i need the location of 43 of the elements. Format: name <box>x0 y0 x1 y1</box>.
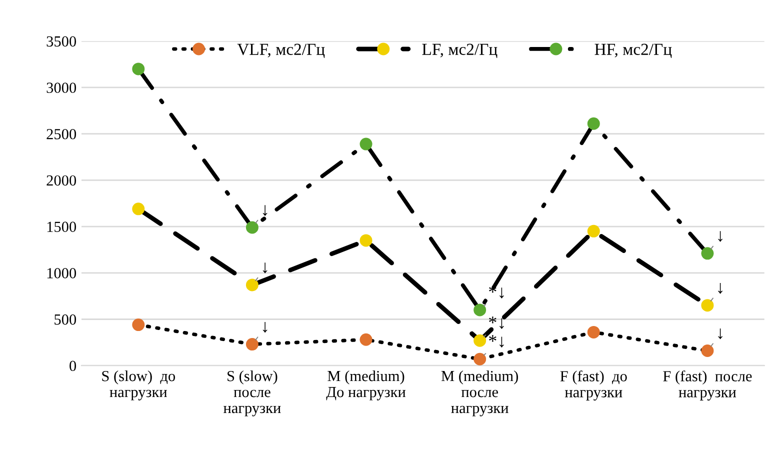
point <box>474 334 486 347</box>
legend-label: VLF, мс2/Гц <box>237 44 325 58</box>
y-tick-label: 2000 <box>46 175 76 186</box>
x-tick-label: F (fast) до нагрузки <box>560 370 627 400</box>
point <box>360 234 372 247</box>
annotation: ↓ <box>718 328 722 340</box>
point <box>360 333 372 346</box>
y-tick-label: 1500 <box>47 222 76 232</box>
point <box>701 299 714 312</box>
annotation: ↓ <box>262 322 268 333</box>
y-tick-label: 500 <box>54 314 76 325</box>
annotation: ↓ <box>262 205 268 216</box>
point <box>587 117 600 130</box>
y-tick-label: 0 <box>70 360 76 372</box>
x-tick-label: F (fast) после нагрузки <box>663 370 752 400</box>
annotation: ↓ <box>262 262 268 274</box>
y-tick-label: 3500 <box>46 36 76 47</box>
point <box>587 326 600 338</box>
x-tick-label: M (medium) после нагрузки <box>441 370 518 416</box>
annotation: ↓ <box>718 283 722 294</box>
point <box>246 221 258 234</box>
point <box>474 352 486 366</box>
legend-label: HF, мс2/Гц <box>594 44 672 58</box>
y-tick-label: 2500 <box>46 128 76 140</box>
point <box>474 304 486 316</box>
point <box>360 138 372 150</box>
point <box>701 344 714 358</box>
x-tick-label: S (slow) после нагрузки <box>224 370 281 416</box>
point <box>132 202 145 216</box>
annotation: ↓ <box>718 231 722 242</box>
annotation: *↓ <box>489 316 504 329</box>
point <box>701 247 714 260</box>
annotation: *↓ <box>489 335 504 348</box>
point <box>587 224 600 238</box>
x-tick-label: M (medium) До нагрузки <box>326 370 406 400</box>
legend-label: LF, мс2/Гц <box>422 44 498 58</box>
point <box>246 338 258 351</box>
x-tick-label: S (slow) до нагрузки <box>102 370 176 400</box>
point <box>132 62 145 76</box>
point <box>132 318 145 332</box>
y-tick-label: 1000 <box>47 268 76 278</box>
y-tick-label: 3000 <box>46 82 76 93</box>
point <box>246 278 258 292</box>
